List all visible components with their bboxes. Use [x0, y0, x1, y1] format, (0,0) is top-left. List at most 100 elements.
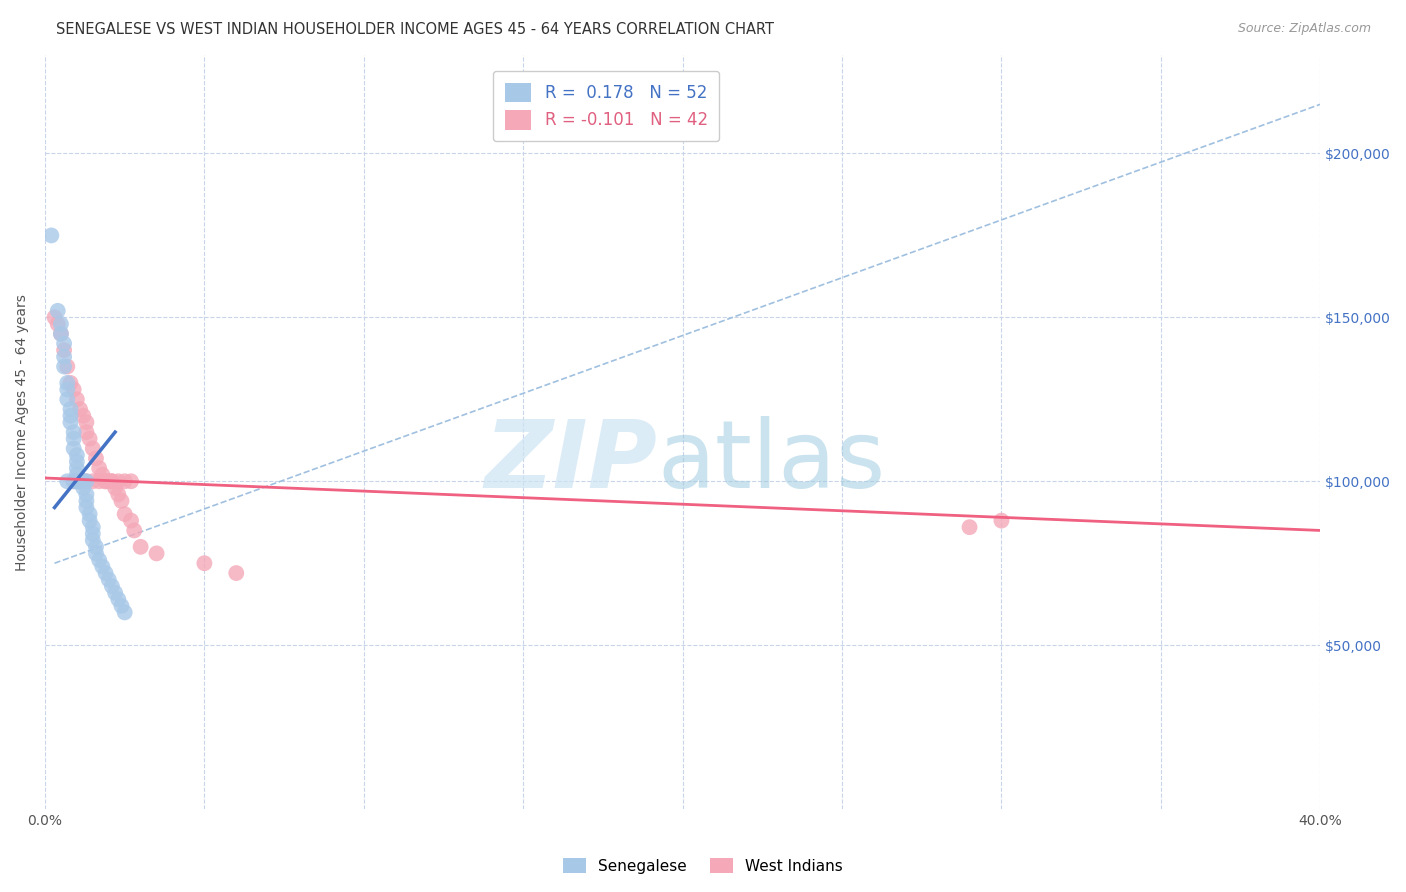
Point: [75, 475, 97, 489]
Point: [101, 579, 124, 593]
Point: [75, 425, 97, 439]
Point: [107, 487, 129, 501]
Point: [49, 317, 72, 331]
Text: ZIP: ZIP: [484, 417, 657, 508]
Point: [110, 494, 132, 508]
Point: [62, 442, 84, 456]
Point: [49, 326, 72, 341]
Point: [72, 475, 94, 489]
Point: [75, 494, 97, 508]
Point: [89, 461, 111, 475]
Point: [104, 481, 127, 495]
Point: [120, 514, 142, 528]
Point: [75, 475, 97, 489]
Point: [114, 507, 136, 521]
Point: [91, 467, 114, 482]
Point: [110, 599, 132, 613]
Point: [66, 455, 89, 469]
Text: atlas: atlas: [657, 417, 886, 508]
Point: [107, 475, 129, 489]
Point: [79, 432, 101, 446]
Point: [69, 475, 91, 489]
Point: [69, 475, 91, 489]
Point: [89, 475, 111, 489]
Point: [75, 415, 97, 429]
Point: [82, 475, 104, 489]
Point: [59, 376, 82, 390]
Point: [94, 475, 117, 489]
Point: [69, 475, 91, 489]
Point: [114, 475, 136, 489]
Point: [66, 392, 89, 407]
Point: [225, 566, 247, 580]
Point: [89, 553, 111, 567]
Point: [145, 546, 167, 560]
Point: [84, 451, 107, 466]
Point: [56, 392, 79, 407]
Point: [59, 409, 82, 423]
Point: [69, 475, 91, 489]
Point: [59, 402, 82, 417]
Y-axis label: Householder Income Ages 45 - 64 years: Householder Income Ages 45 - 64 years: [15, 293, 30, 571]
Point: [114, 606, 136, 620]
Point: [62, 432, 84, 446]
Point: [101, 475, 124, 489]
Point: [59, 415, 82, 429]
Point: [53, 336, 76, 351]
Point: [990, 514, 1012, 528]
Point: [53, 359, 76, 374]
Point: [66, 475, 89, 489]
Point: [56, 475, 79, 489]
Point: [62, 475, 84, 489]
Point: [107, 592, 129, 607]
Point: [79, 507, 101, 521]
Point: [122, 524, 145, 538]
Point: [82, 526, 104, 541]
Point: [49, 326, 72, 341]
Point: [79, 514, 101, 528]
Legend: Senegalese, West Indians: Senegalese, West Indians: [557, 852, 849, 880]
Point: [84, 546, 107, 560]
Point: [56, 376, 79, 390]
Point: [94, 566, 117, 580]
Point: [56, 359, 79, 374]
Point: [75, 500, 97, 515]
Point: [44, 310, 66, 325]
Point: [66, 448, 89, 462]
Point: [91, 559, 114, 574]
Legend: R =  0.178   N = 52, R = -0.101   N = 42: R = 0.178 N = 52, R = -0.101 N = 42: [494, 71, 720, 141]
Point: [129, 540, 152, 554]
Point: [69, 402, 91, 417]
Point: [959, 520, 981, 534]
Point: [66, 467, 89, 482]
Point: [94, 475, 117, 489]
Point: [82, 533, 104, 548]
Point: [97, 475, 120, 489]
Point: [72, 481, 94, 495]
Point: [101, 475, 124, 489]
Point: [62, 475, 84, 489]
Point: [97, 573, 120, 587]
Text: SENEGALESE VS WEST INDIAN HOUSEHOLDER INCOME AGES 45 - 64 YEARS CORRELATION CHAR: SENEGALESE VS WEST INDIAN HOUSEHOLDER IN…: [56, 22, 775, 37]
Point: [56, 383, 79, 397]
Point: [62, 383, 84, 397]
Point: [72, 475, 94, 489]
Point: [66, 475, 89, 489]
Point: [84, 540, 107, 554]
Point: [46, 303, 69, 318]
Point: [82, 520, 104, 534]
Point: [69, 475, 91, 489]
Point: [41, 228, 63, 243]
Point: [53, 350, 76, 364]
Point: [120, 475, 142, 489]
Point: [82, 442, 104, 456]
Text: Source: ZipAtlas.com: Source: ZipAtlas.com: [1237, 22, 1371, 36]
Point: [53, 343, 76, 358]
Point: [46, 317, 69, 331]
Point: [193, 556, 215, 570]
Point: [75, 487, 97, 501]
Point: [66, 461, 89, 475]
Point: [72, 475, 94, 489]
Point: [62, 425, 84, 439]
Point: [104, 585, 127, 599]
